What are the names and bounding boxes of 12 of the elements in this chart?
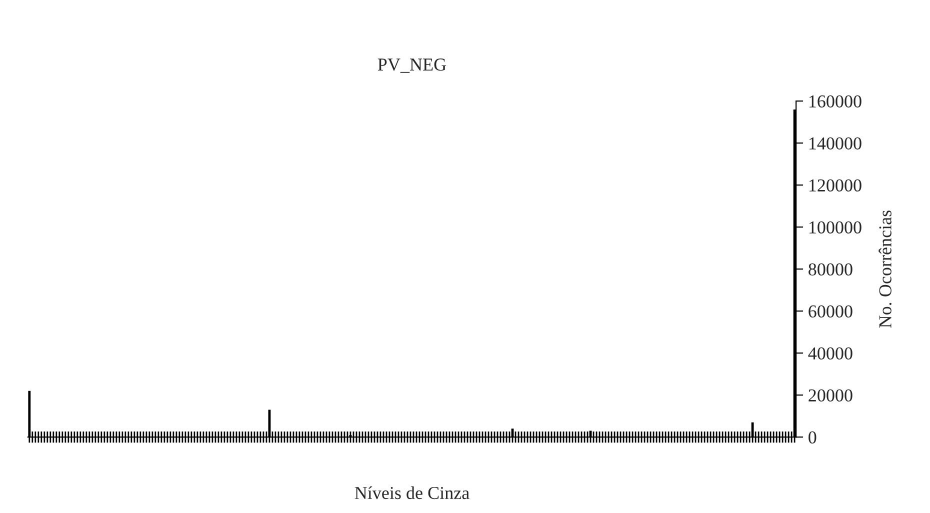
- y-axis-title: No. Ocorrências: [878, 210, 892, 328]
- y-tick-label: 160000: [809, 95, 862, 108]
- y-tick-label: 60000: [808, 305, 852, 318]
- y-tick-label: 0: [808, 431, 816, 444]
- y-tick-label: 80000: [808, 263, 852, 276]
- y-tick-label: 140000: [809, 137, 862, 150]
- x-axis-title: Níveis de Cinza: [354, 486, 470, 500]
- chart-title: PV_NEG: [378, 58, 446, 73]
- y-tick-label: 40000: [808, 347, 852, 360]
- y-tick-label: 120000: [809, 179, 862, 192]
- y-tick-label: 100000: [809, 221, 862, 234]
- y-tick-label: 20000: [808, 389, 852, 402]
